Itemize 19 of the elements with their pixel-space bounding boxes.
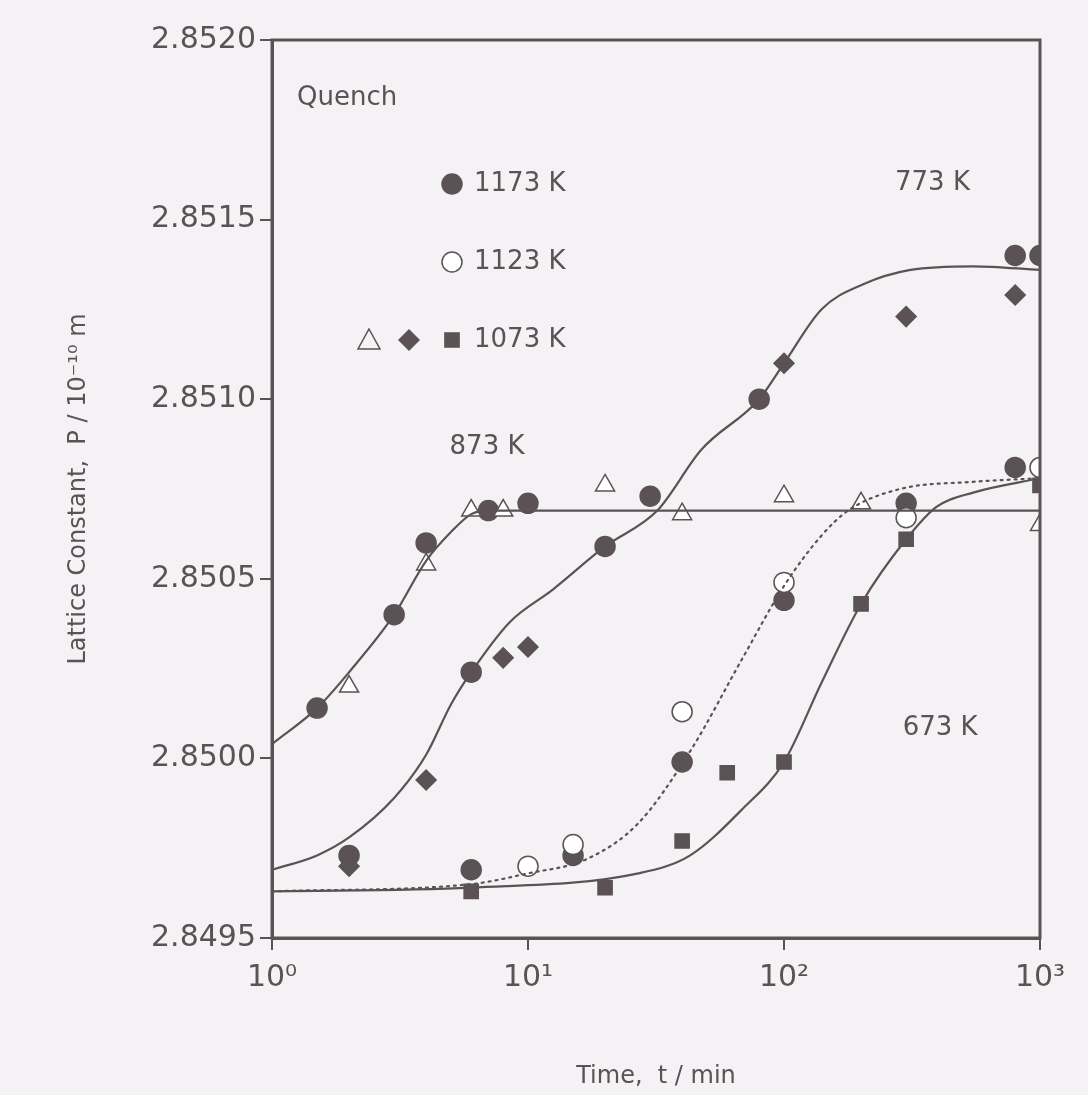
annotation: 773 K [895,166,971,197]
legend-label: 1073 K [474,322,567,353]
x-axis-title: Time, t / min [575,1060,736,1089]
legend-title: Quench [297,80,398,111]
y-tick-label: 2.8515 [151,199,256,235]
x-tick-label: 10¹ [502,957,554,993]
y-tick-label: 2.8500 [151,738,256,774]
y-axis-title: Lattice Constant, P / 10⁻¹⁰ m [62,313,91,665]
legend-label: 1173 K [474,166,567,197]
annotation: 673 K [902,710,979,741]
x-tick-label: 10⁰ [246,957,298,993]
x-tick-label: 10³ [1014,957,1066,993]
x-tick-label: 10² [758,957,810,993]
annotation: 873 K [449,429,526,460]
y-tick-label: 2.8510 [151,379,256,414]
y-tick-label: 2.8520 [151,19,256,55]
y-tick-label: 2.8495 [151,917,256,953]
legend-label: 1123 K [474,244,567,275]
y-tick-label: 2.8505 [151,558,256,594]
